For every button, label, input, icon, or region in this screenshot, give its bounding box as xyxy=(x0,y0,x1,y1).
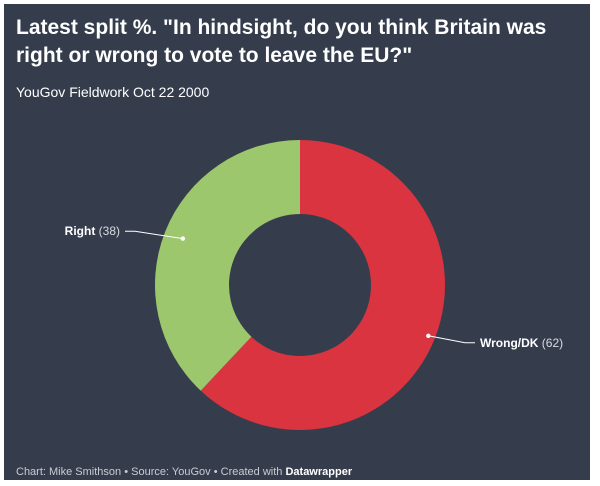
footer-tool-link[interactable]: Datawrapper xyxy=(285,466,353,478)
donut-slice-right xyxy=(155,140,300,391)
chart-card: Latest split %. "In hindsight, do you th… xyxy=(4,4,590,480)
footer-separator: • xyxy=(124,466,129,478)
footer-source: Source: YouGov xyxy=(131,466,211,478)
donut-slices xyxy=(155,140,445,430)
slice-label-value: (38) xyxy=(95,224,120,238)
footer-separator: • xyxy=(213,466,218,478)
slice-label: Wrong/DK (62) xyxy=(480,336,563,350)
footer-created-with: Created with xyxy=(220,466,283,478)
label-leader-line xyxy=(125,230,183,240)
slice-label: Right (38) xyxy=(65,224,120,238)
slice-label-name: Right xyxy=(65,224,96,238)
label-leader-line xyxy=(428,335,475,344)
donut-chart: Wrong/DK (62) Right (38) xyxy=(65,140,563,430)
chart-subtitle: YouGov Fieldwork Oct 22 2000 xyxy=(16,84,210,100)
chart-title: Latest split %. "In hindsight, do you th… xyxy=(16,16,547,67)
donut-labels: Wrong/DK (62) Right (38) xyxy=(65,224,563,350)
donut-slice-wrong-dk xyxy=(200,140,445,430)
chart-footer: Chart: Mike Smithson • Source: YouGov • … xyxy=(16,466,352,478)
slice-label-value: (62) xyxy=(538,336,563,350)
footer-credit: Chart: Mike Smithson xyxy=(16,466,122,478)
slice-label-name: Wrong/DK xyxy=(480,336,539,350)
